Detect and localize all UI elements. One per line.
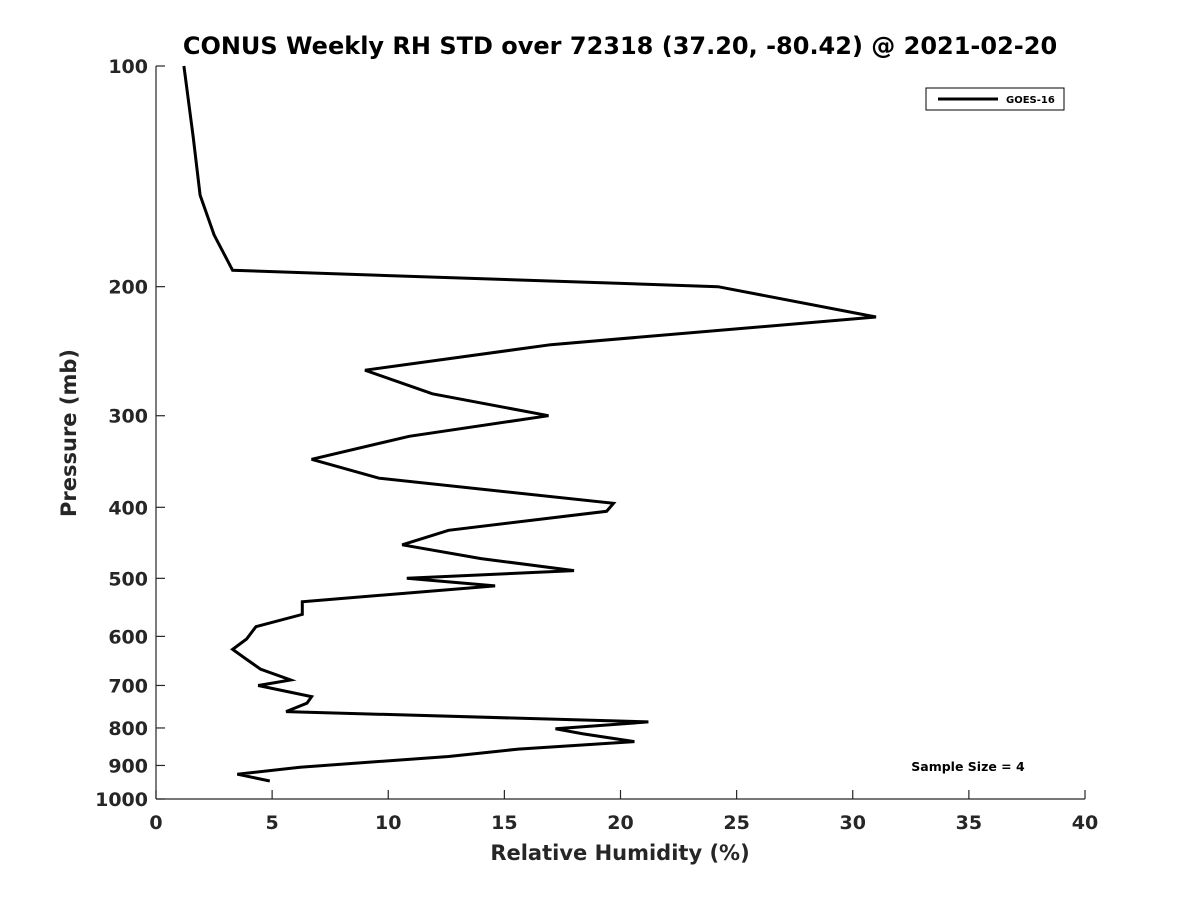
y-tick-label: 300 [108,406,148,428]
y-tick-label: 100 [108,56,148,78]
legend: GOES-16 [925,87,1065,111]
x-tick-label: 30 [840,812,866,834]
x-tick-label: 25 [723,812,749,834]
x-tick-label: 5 [266,812,279,834]
legend-label-goes-16: GOES-16 [1006,95,1055,106]
x-tick-label: 0 [149,812,162,834]
plot-area: 0 5 10 15 20 25 30 35 40 100 200 300 400 500 600 700 800… [95,56,1098,834]
x-tick-label: 35 [956,812,982,834]
y-tick-label: 900 [108,755,148,777]
sample-size-annotation: Sample Size = 4 [911,759,1025,774]
y-tick-label: 1000 [95,789,148,811]
y-tick-label: 600 [108,626,148,648]
series-line-goes-16 [182,65,877,783]
y-tick-label: 700 [108,675,148,697]
y-axis-label: Pressure (mb) [57,349,81,517]
y-tick-label: 500 [108,568,148,590]
chart-title: CONUS Weekly RH STD over 72318 (37.20, -… [183,32,1057,60]
x-tick-label: 40 [1072,812,1098,834]
y-tick-label: 400 [108,497,148,519]
x-axis-label: Relative Humidity (%) [490,841,749,865]
x-tick-label: 20 [607,812,633,834]
x-tick-label: 15 [491,812,517,834]
x-tick-label: 10 [375,812,401,834]
y-tick-label: 200 [108,277,148,299]
y-tick-label: 800 [108,718,148,740]
